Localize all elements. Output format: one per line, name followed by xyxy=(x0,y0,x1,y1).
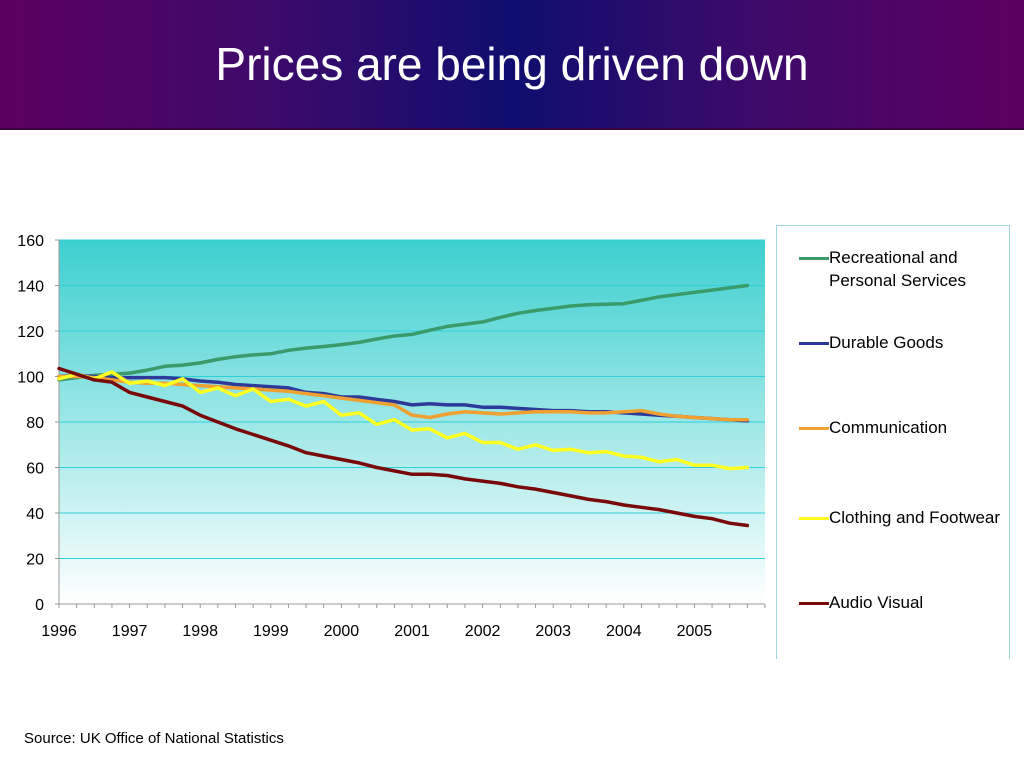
series-line-3 xyxy=(57,370,750,471)
source-note: Source: UK Office of National Statistics xyxy=(24,730,284,747)
x-tick-label: 2003 xyxy=(535,623,571,640)
x-tick-label: 1997 xyxy=(112,623,148,640)
legend-item: Audio Visual xyxy=(777,591,1009,641)
y-tick-label: 60 xyxy=(26,461,44,478)
y-tick-label: 140 xyxy=(17,279,44,296)
legend-item: Clothing and Footwear xyxy=(777,506,1009,556)
legend: Recreational and Personal Services Durabl… xyxy=(776,225,1010,659)
title-banner: Prices are being driven down xyxy=(0,0,1024,130)
y-tick-label: 120 xyxy=(17,324,44,341)
x-tick-label: 2001 xyxy=(394,623,430,640)
legend-label: Recreational and Personal Services xyxy=(829,248,967,290)
series-lines xyxy=(57,283,750,528)
legend-label: Clothing and Footwear xyxy=(829,508,1001,527)
legend-item: Recreational and Personal Services xyxy=(777,246,1009,296)
legend-swatch xyxy=(799,517,829,520)
x-tick-label: 2002 xyxy=(465,623,501,640)
legend-swatch xyxy=(799,427,829,430)
legend-swatch xyxy=(799,602,829,605)
x-tick-label: 2000 xyxy=(324,623,360,640)
y-tick-label: 0 xyxy=(35,597,44,614)
legend-label: Audio Visual xyxy=(829,593,924,612)
axes xyxy=(55,239,766,608)
x-tick-label: 1999 xyxy=(253,623,289,640)
legend-label: Communication xyxy=(829,418,948,437)
legend-swatch xyxy=(799,342,829,345)
y-tick-label: 40 xyxy=(26,506,44,523)
y-tick-label: 160 xyxy=(17,233,44,250)
series-line-4 xyxy=(57,366,750,528)
legend-swatch xyxy=(799,257,829,260)
legend-item: Communication xyxy=(777,416,1009,466)
y-tick-label: 80 xyxy=(26,415,44,432)
x-tick-label: 1996 xyxy=(41,623,77,640)
series-line-1 xyxy=(57,373,750,423)
y-tick-label: 20 xyxy=(26,552,44,569)
series-line-0 xyxy=(57,283,750,382)
gridlines xyxy=(59,239,765,559)
x-tick-label: 1998 xyxy=(182,623,218,640)
legend-label: Durable Goods xyxy=(829,333,944,352)
page-title: Prices are being driven down xyxy=(215,38,809,90)
legend-item: Durable Goods xyxy=(777,331,1009,381)
x-tick-label: 2005 xyxy=(677,623,713,640)
y-tick-label: 100 xyxy=(17,370,44,387)
x-tick-label: 2004 xyxy=(606,623,642,640)
tick-labels: 0 20 40 60 80 100 120 140 160 1996 1997 1998 1999 200… xyxy=(17,233,712,640)
